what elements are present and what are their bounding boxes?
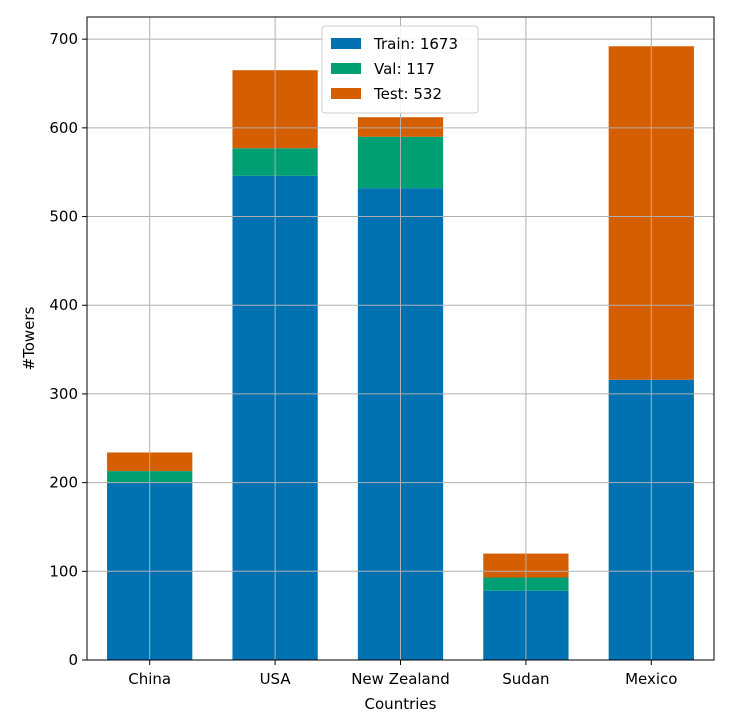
x-tick-label: Mexico	[625, 670, 677, 688]
y-tick-label: 400	[49, 296, 78, 314]
x-tick-label: USA	[260, 670, 292, 688]
legend: Train: 1673 Val: 117 Test: 532	[321, 25, 479, 114]
y-tick-label: 0	[68, 651, 78, 669]
y-tick-label: 700	[49, 30, 78, 48]
legend-swatch	[331, 38, 361, 49]
y-tick-label: 200	[49, 474, 78, 492]
x-tick-label: New Zealand	[351, 670, 450, 688]
grid-lines	[87, 17, 714, 661]
x-axis-label: Countries	[365, 695, 437, 713]
legend-entry-label: Test: 532	[373, 85, 442, 103]
legend-entry-label: Train: 1673	[373, 35, 458, 53]
x-tick-label: Sudan	[502, 670, 549, 688]
legend-swatch	[331, 63, 361, 74]
y-tick-label: 500	[49, 208, 78, 226]
x-tick-label: China	[128, 670, 171, 688]
y-tick-label: 300	[49, 385, 78, 403]
y-axis-label: #Towers	[20, 306, 38, 370]
y-tick-label: 600	[49, 119, 78, 137]
y-tick-label: 100	[49, 562, 78, 580]
legend-swatch	[331, 88, 361, 99]
axis-ticks: 0 100 200 300 400 500 600 700 China USA New Zealan…	[49, 30, 677, 688]
legend-entry-label: Val: 117	[374, 60, 435, 78]
